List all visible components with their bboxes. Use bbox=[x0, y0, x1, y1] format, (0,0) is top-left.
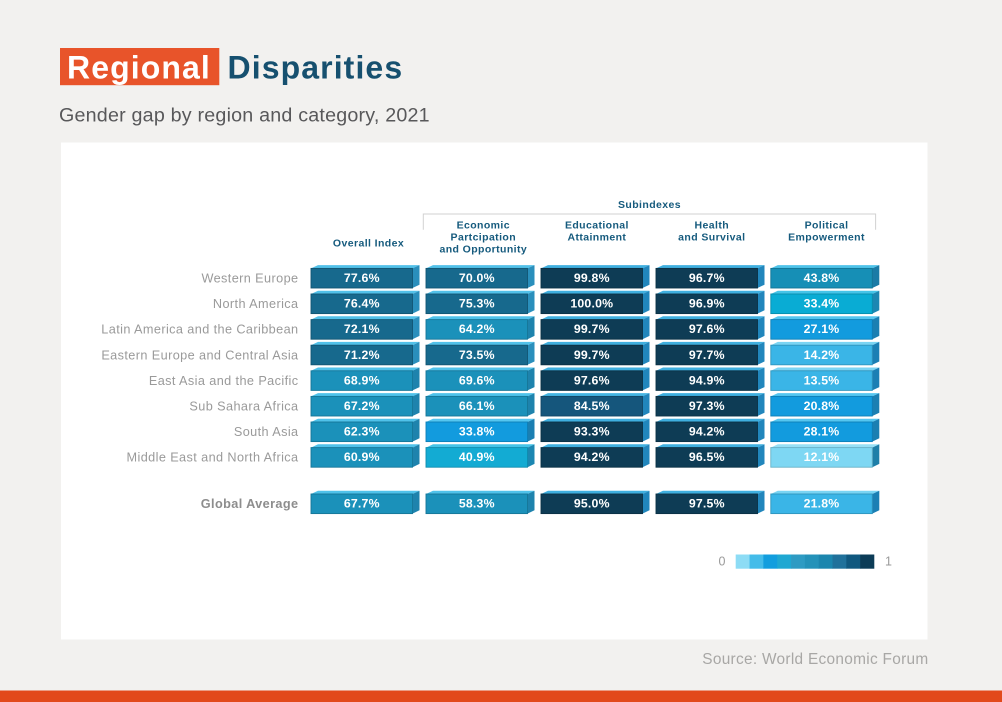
svg-text:94.2%: 94.2% bbox=[574, 450, 610, 464]
svg-text:94.9%: 94.9% bbox=[689, 373, 725, 387]
svg-text:60.9%: 60.9% bbox=[344, 450, 380, 464]
svg-text:and Opportunity: and Opportunity bbox=[439, 244, 527, 256]
svg-text:70.0%: 70.0% bbox=[459, 271, 495, 285]
svg-text:1: 1 bbox=[885, 555, 892, 569]
svg-text:27.1%: 27.1% bbox=[804, 322, 840, 336]
svg-text:95.0%: 95.0% bbox=[574, 497, 610, 511]
svg-text:97.3%: 97.3% bbox=[689, 399, 725, 413]
svg-text:Health: Health bbox=[695, 220, 730, 232]
svg-text:Attainment: Attainment bbox=[567, 232, 626, 244]
svg-text:Partcipation: Partcipation bbox=[451, 232, 516, 244]
svg-text:0: 0 bbox=[719, 555, 726, 569]
svg-text:97.5%: 97.5% bbox=[689, 497, 725, 511]
svg-text:94.2%: 94.2% bbox=[689, 425, 725, 439]
svg-text:Empowerment: Empowerment bbox=[788, 232, 865, 244]
svg-text:93.3%: 93.3% bbox=[574, 425, 610, 439]
svg-text:69.6%: 69.6% bbox=[459, 373, 495, 387]
svg-text:Educational: Educational bbox=[565, 220, 629, 232]
svg-text:73.5%: 73.5% bbox=[459, 348, 495, 362]
svg-text:Middle East and North Africa: Middle East and North Africa bbox=[127, 451, 300, 465]
svg-text:71.2%: 71.2% bbox=[344, 348, 380, 362]
svg-text:Sub Sahara Africa: Sub Sahara Africa bbox=[189, 400, 299, 414]
svg-text:58.3%: 58.3% bbox=[459, 497, 495, 511]
svg-text:67.7%: 67.7% bbox=[344, 497, 380, 511]
svg-text:96.7%: 96.7% bbox=[689, 271, 725, 285]
svg-text:66.1%: 66.1% bbox=[459, 399, 495, 413]
svg-text:13.5%: 13.5% bbox=[804, 373, 840, 387]
svg-text:and Survival: and Survival bbox=[678, 232, 745, 244]
svg-text:Economic: Economic bbox=[457, 220, 510, 232]
svg-text:Overall Index: Overall Index bbox=[333, 237, 404, 249]
svg-text:100.0%: 100.0% bbox=[570, 297, 613, 311]
svg-text:64.2%: 64.2% bbox=[459, 322, 495, 336]
svg-text:96.5%: 96.5% bbox=[689, 450, 725, 464]
svg-text:62.3%: 62.3% bbox=[344, 425, 380, 439]
svg-text:72.1%: 72.1% bbox=[344, 322, 380, 336]
svg-text:43.8%: 43.8% bbox=[804, 271, 840, 285]
svg-text:75.3%: 75.3% bbox=[459, 297, 495, 311]
svg-text:Subindexes: Subindexes bbox=[618, 199, 681, 211]
svg-text:East Asia and the Pacific: East Asia and the Pacific bbox=[149, 374, 299, 388]
svg-text:Regional: Regional bbox=[67, 50, 211, 86]
svg-text:Global Average: Global Average bbox=[201, 497, 299, 511]
svg-text:84.5%: 84.5% bbox=[574, 399, 610, 413]
svg-text:Eastern Europe and Central Asi: Eastern Europe and Central Asia bbox=[101, 348, 299, 362]
svg-text:28.1%: 28.1% bbox=[804, 425, 840, 439]
svg-text:97.7%: 97.7% bbox=[689, 348, 725, 362]
svg-text:96.9%: 96.9% bbox=[689, 297, 725, 311]
svg-text:North America: North America bbox=[213, 297, 299, 311]
svg-text:33.8%: 33.8% bbox=[459, 425, 495, 439]
svg-text:Gender gap by region and categ: Gender gap by region and category, 2021 bbox=[59, 104, 430, 126]
svg-text:67.2%: 67.2% bbox=[344, 399, 380, 413]
svg-text:99.8%: 99.8% bbox=[574, 271, 610, 285]
svg-text:12.1%: 12.1% bbox=[804, 450, 840, 464]
svg-text:Source: World Economic Forum: Source: World Economic Forum bbox=[702, 651, 928, 668]
svg-text:Disparities: Disparities bbox=[228, 50, 404, 86]
svg-text:Latin America and the Caribbea: Latin America and the Caribbean bbox=[101, 323, 298, 337]
svg-text:77.6%: 77.6% bbox=[344, 271, 380, 285]
svg-text:97.6%: 97.6% bbox=[574, 373, 610, 387]
svg-text:40.9%: 40.9% bbox=[459, 450, 495, 464]
svg-text:99.7%: 99.7% bbox=[574, 322, 610, 336]
svg-text:68.9%: 68.9% bbox=[344, 373, 380, 387]
svg-text:76.4%: 76.4% bbox=[344, 297, 380, 311]
svg-text:Political: Political bbox=[805, 220, 849, 232]
svg-text:Western Europe: Western Europe bbox=[201, 272, 298, 286]
svg-text:20.8%: 20.8% bbox=[804, 399, 840, 413]
svg-text:South Asia: South Asia bbox=[234, 425, 299, 439]
svg-text:14.2%: 14.2% bbox=[804, 348, 840, 362]
svg-text:99.7%: 99.7% bbox=[574, 348, 610, 362]
svg-text:33.4%: 33.4% bbox=[804, 297, 840, 311]
svg-text:21.8%: 21.8% bbox=[804, 497, 840, 511]
svg-text:97.6%: 97.6% bbox=[689, 322, 725, 336]
